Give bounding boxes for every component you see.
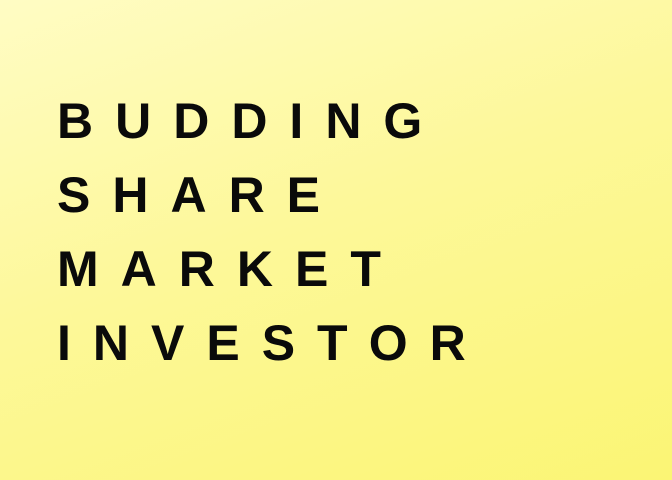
title-block: BUDDING SHARE MARKET INVESTOR — [57, 84, 488, 380]
title-line-3: MARKET — [57, 241, 403, 297]
title-line-1: BUDDING — [57, 93, 445, 149]
title-line-4: INVESTOR — [57, 315, 488, 371]
title-line-2: SHARE — [57, 167, 343, 223]
